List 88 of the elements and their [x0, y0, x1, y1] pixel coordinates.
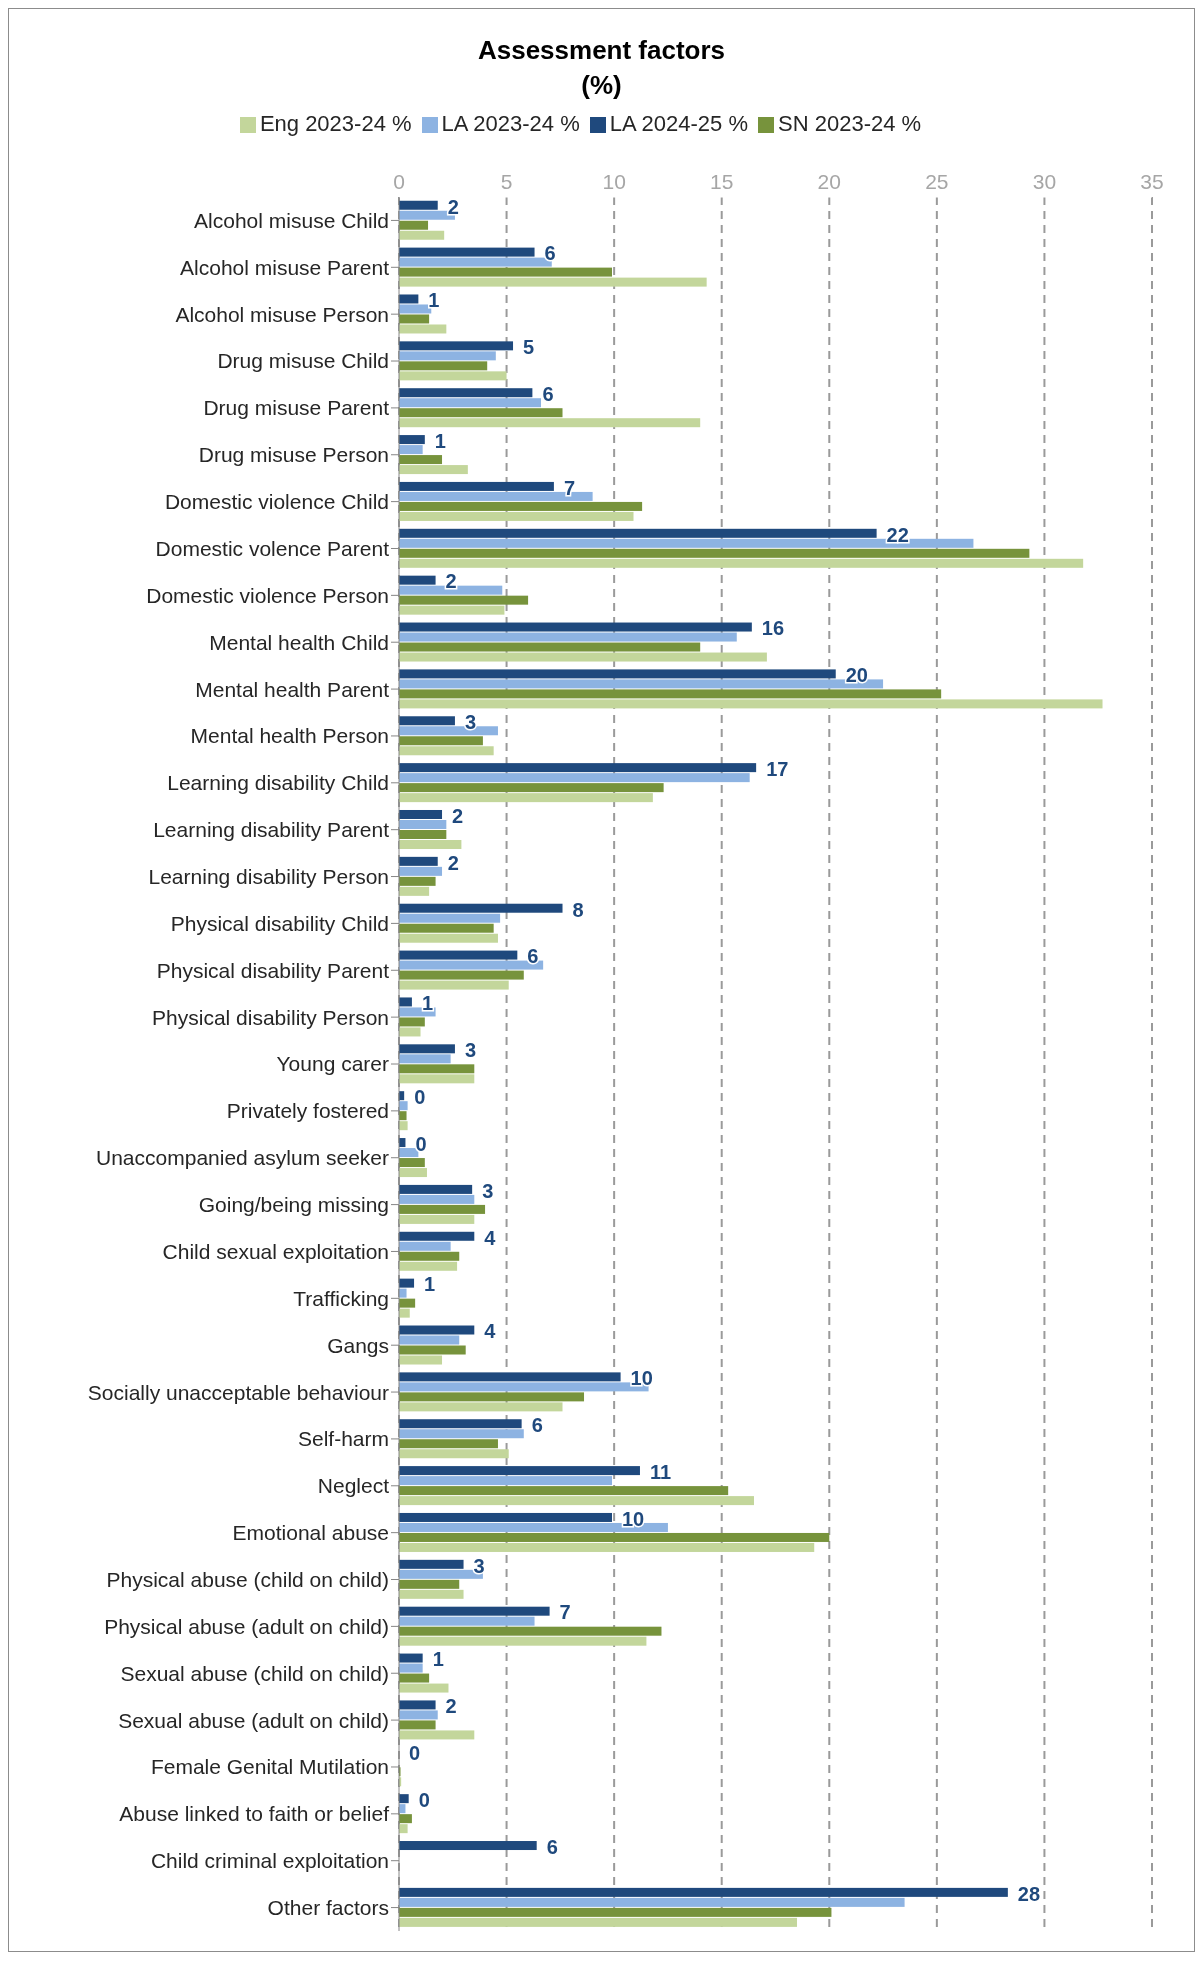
y-tick-label: Female Genital Mutilation	[150, 1755, 389, 1779]
y-tick-label: Domestic volence Parent	[155, 536, 390, 560]
data-label: 20	[845, 664, 868, 687]
data-label: 2	[447, 195, 459, 218]
data-label: 1	[432, 1648, 444, 1671]
y-tick-label: Mental health Parent	[195, 677, 390, 701]
y-tick-label: Child criminal exploitation	[150, 1849, 389, 1873]
y-tick-label: Child sexual exploitation	[162, 1239, 389, 1263]
data-label: 2	[452, 804, 464, 827]
data-label: 3	[482, 1179, 494, 1202]
y-tick-label: Sexual abuse (child on child)	[120, 1661, 389, 1685]
data-label: 28	[1017, 1882, 1041, 1905]
data-label: 0	[415, 1132, 427, 1155]
data-label: 0	[409, 1742, 421, 1765]
data-label: 6	[542, 382, 554, 405]
data-label: 3	[464, 711, 477, 734]
data-label: 6	[546, 1835, 558, 1858]
y-tick-label: Emotional abuse	[232, 1521, 389, 1545]
x-tick-label: 10	[602, 170, 626, 193]
data-label: 0	[418, 1788, 430, 1811]
y-tick-label: Alcohol misuse Parent	[180, 255, 390, 279]
y-tick-label: Neglect	[317, 1474, 390, 1498]
data-label: 4	[484, 1226, 497, 1249]
y-tick-label: Physical disability Parent	[156, 958, 390, 982]
y-tick-label: Young carer	[276, 1052, 389, 1076]
legend-label: SN 2023-24 %	[778, 111, 922, 136]
data-label: 5	[523, 336, 535, 359]
y-tick-label: Mental health Child	[209, 630, 389, 654]
x-tick-label: 15	[710, 170, 734, 193]
x-tick-label: 25	[925, 170, 949, 193]
data-label: 7	[559, 1601, 571, 1624]
data-label: 17	[766, 757, 789, 780]
x-tick-label: 20	[817, 170, 841, 193]
chart-title: Assessment factors	[476, 34, 727, 66]
y-tick-label: Physical abuse (child on child)	[106, 1567, 389, 1591]
legend-label: LA 2023-24 %	[441, 111, 580, 136]
y-tick-label: Socially unacceptable behaviour	[87, 1380, 389, 1404]
data-label: 7	[563, 476, 576, 499]
y-tick-label: Sexual abuse (adult on child)	[118, 1708, 389, 1732]
data-label: 22	[886, 523, 909, 546]
x-tick-label: 5	[500, 170, 513, 193]
y-tick-label: Alcohol misuse Child	[194, 208, 389, 232]
legend-label: Eng 2023-24 %	[259, 111, 412, 136]
y-tick-label: Privately fostered	[226, 1099, 389, 1123]
y-tick-label: Other factors	[267, 1896, 389, 1920]
y-tick-label: Physical disability Person	[152, 1005, 389, 1029]
y-tick-label: Drug misuse Person	[198, 443, 389, 467]
data-label: 4	[484, 1320, 497, 1343]
y-tick-label: Domestic violence Person	[146, 583, 389, 607]
y-tick-label: Self-harm	[297, 1427, 389, 1451]
y-tick-label: Trafficking	[293, 1286, 389, 1310]
y-tick-label: Learning disability Parent	[153, 818, 390, 842]
chart-subtitle: (%)	[580, 70, 623, 101]
y-tick-label: Alcohol misuse Person	[175, 302, 389, 326]
data-label: 0	[414, 1085, 426, 1108]
data-label: 2	[445, 570, 457, 593]
y-tick-label: Physical disability Child	[170, 911, 389, 935]
data-label: 1	[421, 992, 434, 1015]
data-label: 1	[434, 429, 446, 452]
legend-label: LA 2024-25 %	[609, 111, 749, 136]
data-label: 16	[761, 617, 785, 640]
y-tick-label: Domestic violence Child	[164, 490, 389, 514]
data-label: 2	[447, 851, 459, 874]
y-tick-label: Gangs	[327, 1333, 389, 1357]
y-tick-label: Going/being missing	[198, 1193, 389, 1217]
x-tick-label: 35	[1140, 170, 1164, 193]
y-tick-label: Learning disability Child	[167, 771, 389, 795]
x-tick-label: 0	[393, 170, 405, 193]
data-label: 11	[649, 1460, 672, 1483]
x-tick-label: 30	[1032, 170, 1057, 193]
data-label: 6	[527, 945, 539, 968]
data-label: 8	[572, 898, 584, 921]
y-tick-label: Physical abuse (adult on child)	[104, 1614, 389, 1638]
y-tick-label: Abuse linked to faith or belief	[119, 1802, 390, 1826]
data-label: 2	[445, 1695, 457, 1718]
y-tick-label: Drug misuse Parent	[203, 396, 390, 420]
data-label: 3	[464, 1039, 477, 1062]
data-label: 6	[531, 1414, 543, 1437]
y-tick-label: Drug misuse Child	[217, 349, 389, 373]
data-label: 6	[544, 242, 556, 265]
y-tick-label: Unaccompanied asylum seeker	[96, 1146, 389, 1170]
data-label: 1	[428, 289, 440, 312]
data-label: 10	[621, 1507, 645, 1530]
y-tick-label: Learning disability Person	[148, 865, 389, 888]
y-tick-label: Mental health Person	[190, 724, 389, 748]
data-label: 3	[473, 1554, 485, 1577]
data-label: 10	[630, 1367, 653, 1390]
data-label: 1	[424, 1273, 436, 1296]
